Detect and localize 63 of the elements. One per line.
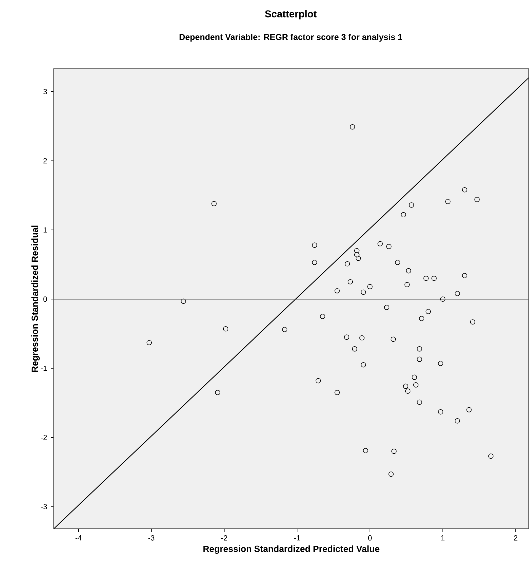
point [223, 326, 229, 332]
chart-title: Scatterplot [265, 10, 317, 20]
point [405, 388, 411, 394]
point [348, 279, 354, 285]
point [462, 187, 468, 193]
point [474, 197, 480, 202]
point [312, 242, 318, 248]
point [412, 374, 418, 380]
point [403, 384, 408, 390]
x-axis-title: Regression Standardized Predicted Value [204, 546, 380, 554]
point [360, 335, 365, 341]
point [404, 282, 410, 288]
point [462, 273, 468, 278]
point [345, 261, 350, 267]
point [350, 124, 356, 130]
point [361, 362, 366, 368]
point [401, 212, 406, 218]
point [455, 418, 460, 424]
point [388, 472, 394, 477]
point [390, 336, 396, 342]
point [212, 201, 217, 206]
point [320, 314, 326, 320]
point [470, 320, 476, 325]
point [446, 199, 451, 204]
point [438, 409, 444, 415]
point [354, 248, 360, 254]
point [334, 288, 340, 294]
point [352, 346, 358, 352]
point [409, 202, 414, 208]
point [215, 390, 221, 396]
point [361, 290, 366, 296]
point [455, 291, 460, 296]
point [417, 356, 422, 362]
chart-subtitle: Dependent Variable: REGR factor score 3 for analysis 1 [180, 34, 402, 42]
point [406, 268, 412, 274]
point [384, 305, 390, 310]
point [424, 276, 429, 282]
point [146, 340, 152, 346]
point [438, 361, 444, 366]
point [181, 298, 186, 304]
point [466, 407, 472, 413]
point [282, 327, 288, 332]
point [426, 309, 432, 314]
point [378, 241, 383, 247]
point [488, 454, 494, 459]
point [354, 252, 360, 258]
point [419, 316, 425, 322]
point [440, 296, 446, 302]
point [417, 400, 422, 406]
point [413, 382, 419, 388]
point [417, 346, 422, 352]
y-axis-title: Regression Standardized Residual [32, 226, 40, 372]
point [344, 334, 350, 340]
point [363, 448, 368, 454]
point [316, 378, 322, 384]
point [392, 448, 397, 454]
point [312, 260, 318, 266]
point [386, 244, 392, 250]
point [356, 256, 362, 262]
point [432, 276, 437, 282]
point [395, 260, 400, 266]
point [334, 390, 340, 396]
point [368, 284, 373, 290]
